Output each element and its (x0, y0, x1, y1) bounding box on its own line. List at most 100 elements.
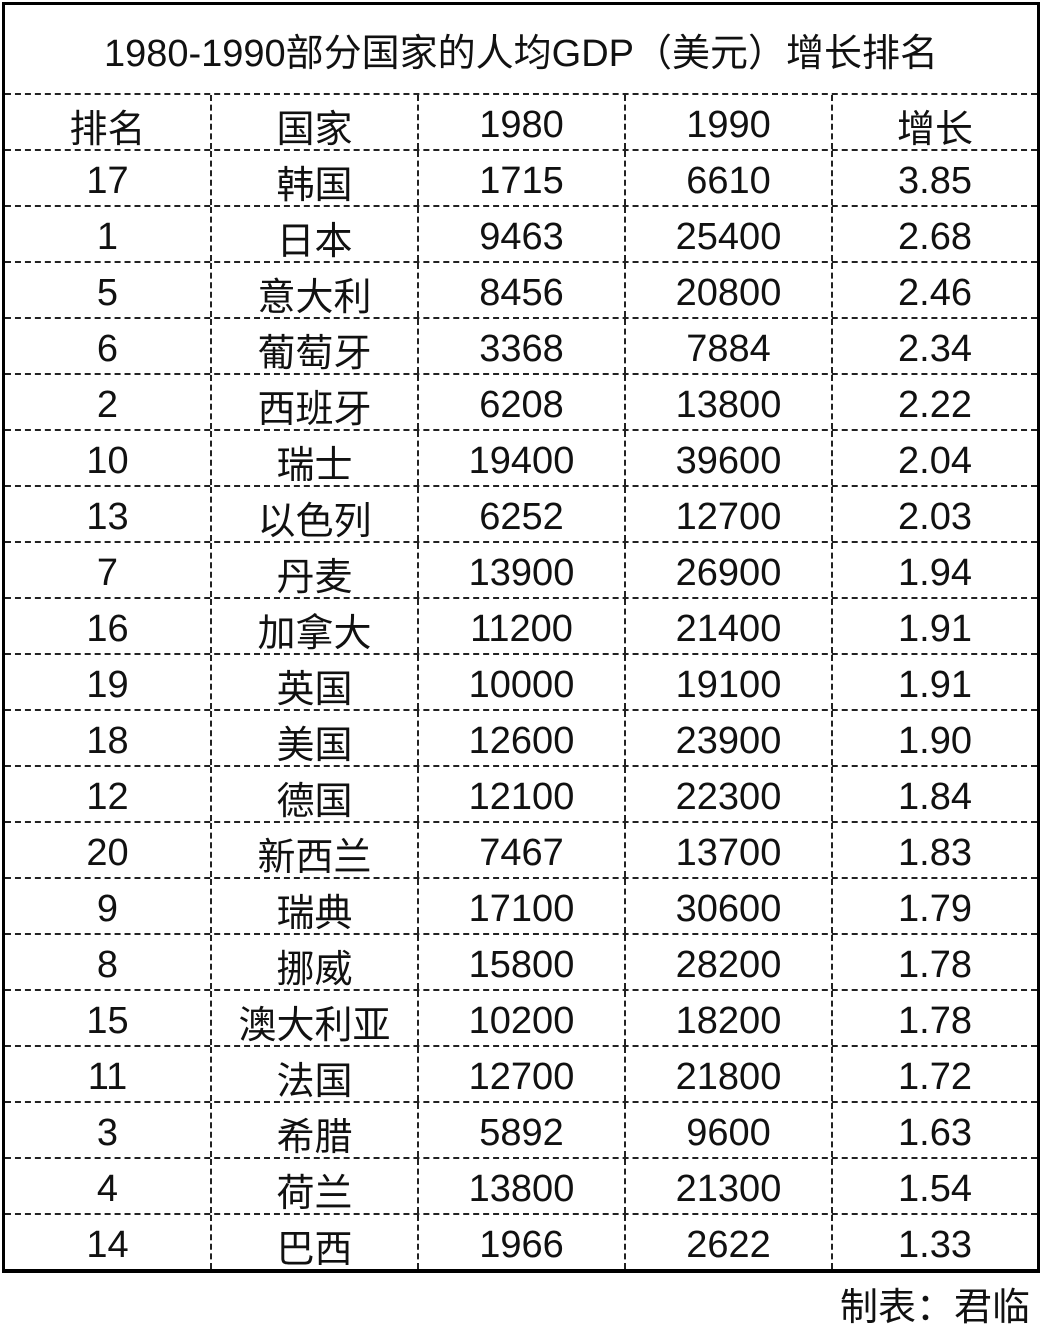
cell-1980: 8456 (419, 263, 626, 317)
cell-1990: 19100 (626, 655, 833, 709)
cell-1990: 25400 (626, 207, 833, 261)
cell-growth: 1.78 (898, 943, 972, 986)
cell-rank: 2 (5, 375, 212, 429)
cell-1980: 11200 (419, 599, 626, 653)
cell-growth: 1.72 (898, 1055, 972, 1098)
cell-rank: 10 (5, 431, 212, 485)
table-row: 17 韩国 1715 6610 3.85 (5, 151, 1037, 207)
cell-country: 韩国 (212, 151, 419, 207)
header-rank: 排名 (5, 95, 212, 151)
cell-growth: 1.78 (898, 999, 972, 1042)
table-row: 3 希腊 5892 9600 1.63 (5, 1103, 1037, 1159)
table-row: 1 日本 9463 25400 2.68 (5, 207, 1037, 263)
gdp-growth-table: 1980-1990部分国家的人均GDP（美元）增长排名 排名 国家 1980 1… (2, 2, 1040, 1273)
cell-rank: 13 (5, 487, 212, 541)
table-row: 16 加拿大 11200 21400 1.91 (5, 599, 1037, 655)
cell-country: 希腊 (212, 1103, 419, 1159)
cell-1980: 1966 (419, 1215, 626, 1269)
cell-growth: 1.91 (898, 607, 972, 650)
cell-1980: 7467 (419, 823, 626, 877)
table-row: 19 英国 10000 19100 1.91 (5, 655, 1037, 711)
cell-rank: 14 (5, 1215, 212, 1269)
cell-growth: 1.33 (898, 1223, 972, 1266)
table-row: 13 以色列 6252 12700 2.03 (5, 487, 1037, 543)
cell-rank: 8 (5, 935, 212, 989)
cell-rank: 15 (5, 991, 212, 1045)
cell-1980: 17100 (419, 879, 626, 933)
cell-growth: 2.46 (898, 271, 972, 314)
cell-country: 挪威 (212, 935, 419, 991)
header-1990: 1990 (626, 95, 833, 149)
cell-1990: 7884 (626, 319, 833, 373)
cell-rank: 11 (5, 1047, 212, 1101)
cell-1980: 6252 (419, 487, 626, 541)
cell-rank: 18 (5, 711, 212, 765)
header-1980: 1980 (419, 95, 626, 149)
cell-1980: 6208 (419, 375, 626, 429)
cell-country: 瑞士 (212, 431, 419, 487)
cell-1990: 21300 (626, 1159, 833, 1213)
table-row: 11 法国 12700 21800 1.72 (5, 1047, 1037, 1103)
table-row: 20 新西兰 7467 13700 1.83 (5, 823, 1037, 879)
cell-rank: 1 (5, 207, 212, 261)
credit-footer: 制表：君临 (839, 1287, 1030, 1329)
cell-1980: 12100 (419, 767, 626, 821)
header-row: 排名 国家 1980 1990 增长 (5, 95, 1037, 151)
cell-1990: 13700 (626, 823, 833, 877)
cell-1990: 30600 (626, 879, 833, 933)
cell-rank: 4 (5, 1159, 212, 1213)
cell-country: 丹麦 (212, 543, 419, 599)
cell-1990: 2622 (626, 1215, 833, 1269)
cell-1980: 9463 (419, 207, 626, 261)
cell-growth: 2.22 (898, 383, 972, 426)
cell-1980: 10200 (419, 991, 626, 1045)
cell-1990: 21800 (626, 1047, 833, 1101)
cell-1990: 20800 (626, 263, 833, 317)
cell-country: 英国 (212, 655, 419, 711)
cell-1990: 26900 (626, 543, 833, 597)
cell-1990: 9600 (626, 1103, 833, 1157)
cell-growth: 1.63 (898, 1111, 972, 1154)
cell-1980: 10000 (419, 655, 626, 709)
cell-1980: 12600 (419, 711, 626, 765)
cell-country: 以色列 (212, 487, 419, 543)
cell-rank: 16 (5, 599, 212, 653)
cell-1990: 13800 (626, 375, 833, 429)
cell-country: 加拿大 (212, 599, 419, 655)
cell-country: 瑞典 (212, 879, 419, 935)
table-row: 2 西班牙 6208 13800 2.22 (5, 375, 1037, 431)
cell-1990: 23900 (626, 711, 833, 765)
cell-growth: 1.90 (898, 719, 972, 762)
table-row: 7 丹麦 13900 26900 1.94 (5, 543, 1037, 599)
cell-rank: 7 (5, 543, 212, 597)
cell-country: 日本 (212, 207, 419, 263)
cell-country: 美国 (212, 711, 419, 767)
cell-country: 新西兰 (212, 823, 419, 879)
table-title: 1980-1990部分国家的人均GDP（美元）增长排名 (5, 5, 1037, 95)
cell-growth: 2.04 (898, 439, 972, 482)
cell-growth: 2.34 (898, 327, 972, 370)
cell-1980: 13800 (419, 1159, 626, 1213)
cell-growth: 1.79 (898, 887, 972, 930)
cell-rank: 3 (5, 1103, 212, 1157)
cell-1990: 39600 (626, 431, 833, 485)
cell-rank: 6 (5, 319, 212, 373)
cell-growth: 1.84 (898, 775, 972, 818)
table-body: 排名 国家 1980 1990 增长 17 韩国 1715 6610 3.85 1 日本 94… (5, 95, 1037, 1271)
table-row: 15 澳大利亚 10200 18200 1.78 (5, 991, 1037, 1047)
cell-country: 德国 (212, 767, 419, 823)
cell-rank: 19 (5, 655, 212, 709)
cell-country: 巴西 (212, 1215, 419, 1271)
header-growth: 增长 (896, 108, 973, 151)
cell-growth: 1.94 (898, 551, 972, 594)
cell-country: 澳大利亚 (212, 991, 419, 1047)
cell-growth: 1.91 (898, 663, 972, 706)
table-row: 6 葡萄牙 3368 7884 2.34 (5, 319, 1037, 375)
cell-1980: 5892 (419, 1103, 626, 1157)
cell-country: 意大利 (212, 263, 419, 319)
cell-1980: 3368 (419, 319, 626, 373)
table-row: 4 荷兰 13800 21300 1.54 (5, 1159, 1037, 1215)
table-row: 18 美国 12600 23900 1.90 (5, 711, 1037, 767)
table-row: 8 挪威 15800 28200 1.78 (5, 935, 1037, 991)
cell-country: 葡萄牙 (212, 319, 419, 375)
